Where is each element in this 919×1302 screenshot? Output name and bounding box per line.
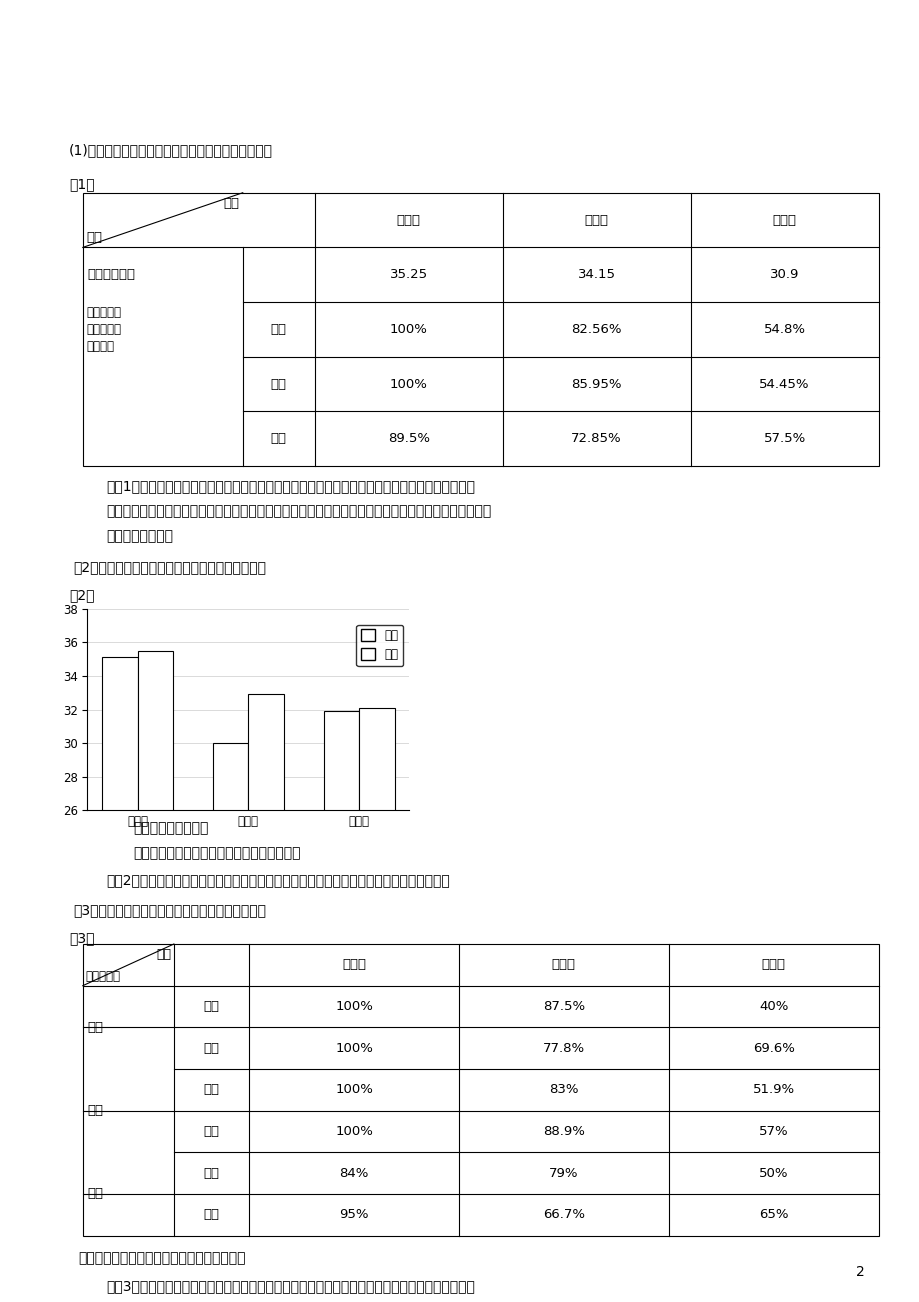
Text: 54.45%: 54.45% [758,378,809,391]
Text: 语文: 语文 [270,323,287,336]
Text: 100%: 100% [335,1042,372,1055]
Text: 女生: 女生 [203,1208,220,1221]
Text: 学习成绩也同样呼现下降趋势。因此，在小学阶段，自信心与学习成绩的变化趋势是一样的，都是随着年: 学习成绩也同样呼现下降趋势。因此，在小学阶段，自信心与学习成绩的变化趋势是一样的… [106,504,491,518]
Text: 自信心平均分: 自信心平均分 [87,268,135,281]
Text: 表3：: 表3： [69,931,95,945]
Text: 项目: 项目 [86,230,102,243]
Text: 30.9: 30.9 [769,268,799,281]
Bar [83,944,878,1236]
Text: (1)、自信心和学习成绩的关系在不同年级之间的差异: (1)、自信心和学习成绩的关系在不同年级之间的差异 [69,143,273,158]
Bar [323,711,359,1247]
Text: 40%: 40% [758,1000,788,1013]
Text: 84%: 84% [339,1167,369,1180]
Text: 95%: 95% [339,1208,369,1221]
Text: 34.15: 34.15 [577,268,615,281]
Text: 57%: 57% [758,1125,788,1138]
Text: 男女生自信心对比表: 男女生自信心对比表 [133,820,209,835]
Text: 男生: 男生 [203,1167,220,1180]
Text: 2: 2 [855,1264,864,1279]
Text: 85.95%: 85.95% [571,378,621,391]
Text: 六年级: 六年级 [761,958,785,971]
Text: 男生: 男生 [203,1000,220,1013]
Text: 100%: 100% [335,1125,372,1138]
Text: 语文: 语文 [87,1021,103,1034]
Text: 英语: 英语 [270,432,287,445]
Text: 从表3可以看出，二年级，男女生的语文、数学成绩差异不大，女生的英语成绩优于男生；四年级，: 从表3可以看出，二年级，男女生的语文、数学成绩差异不大，女生的英语成绩优于男生；… [106,1279,474,1293]
Text: 66.7%: 66.7% [542,1208,584,1221]
Text: 学科、性别: 学科、性别 [85,970,120,983]
Text: 100%: 100% [390,323,427,336]
Text: 男生: 男生 [203,1083,220,1096]
Text: 女生: 女生 [203,1042,220,1055]
Text: 65%: 65% [758,1208,788,1221]
Text: 35.25: 35.25 [390,268,427,281]
Text: 100%: 100% [335,1083,372,1096]
Text: 50%: 50% [758,1167,788,1180]
Text: 89.5%: 89.5% [387,432,429,445]
Text: 年级: 年级 [222,197,239,210]
Text: 88.9%: 88.9% [542,1125,584,1138]
Text: 72.85%: 72.85% [571,432,621,445]
Text: 83%: 83% [549,1083,578,1096]
Text: （2）、自信心与学习成绩的关系在性别方面的差异: （2）、自信心与学习成绩的关系在性别方面的差异 [74,560,267,574]
Text: 69.6%: 69.6% [752,1042,794,1055]
Bar [359,708,394,1247]
Text: 数学: 数学 [87,1104,103,1117]
Text: 79%: 79% [549,1167,578,1180]
Text: 从表2可以看出，二年级男女生的自信心差异不大，随着年级的增高，女生自信心高于男生。: 从表2可以看出，二年级男女生的自信心差异不大，随着年级的增高，女生自信心高于男生… [106,872,449,887]
Bar [83,193,878,466]
Text: 女生: 女生 [203,1125,220,1138]
Text: 87.5%: 87.5% [542,1000,584,1013]
Text: 二年级: 二年级 [342,958,366,971]
Text: 四年级: 四年级 [551,958,575,971]
Text: 六年级: 六年级 [772,214,796,227]
Text: 二年级: 二年级 [396,214,420,227]
Text: 77.8%: 77.8% [542,1042,584,1055]
Text: 数学: 数学 [270,378,287,391]
Text: （注：每一年级的前一个柱形图均表示男生）: （注：每一年级的前一个柱形图均表示男生） [133,846,301,861]
Text: 82.56%: 82.56% [571,323,621,336]
Text: 57.5%: 57.5% [763,432,805,445]
Bar [102,658,137,1247]
Text: 51.9%: 51.9% [752,1083,794,1096]
Bar [248,694,284,1247]
Text: 不同年级男女生成绩对比表（按得优率计算）: 不同年级男女生成绩对比表（按得优率计算） [78,1251,245,1266]
Bar [212,743,248,1247]
Legend: 男生, 女生: 男生, 女生 [356,625,403,667]
Text: 年级: 年级 [156,948,171,961]
Text: 前一学年学
习成绩的平
均得优率: 前一学年学 习成绩的平 均得优率 [86,306,121,353]
Bar [137,651,173,1247]
Text: 100%: 100% [390,378,427,391]
Text: 54.8%: 54.8% [763,323,805,336]
Text: 从表1可以看出，同一份调查问卷在不同年级反映出的自信心平均分，随着年级的增高，呼下降趋势: 从表1可以看出，同一份调查问卷在不同年级反映出的自信心平均分，随着年级的增高，呼… [106,479,474,493]
Text: 表1：: 表1： [69,177,95,191]
Text: 英语: 英语 [87,1187,103,1200]
Text: 表2：: 表2： [69,589,95,602]
Text: 四年级: 四年级 [584,214,608,227]
Text: 级的增加而下降。: 级的增加而下降。 [106,530,173,544]
Text: 100%: 100% [335,1000,372,1013]
Text: （3）、自信心与学习成绩的关系在学科方面的差异: （3）、自信心与学习成绩的关系在学科方面的差异 [74,904,267,918]
